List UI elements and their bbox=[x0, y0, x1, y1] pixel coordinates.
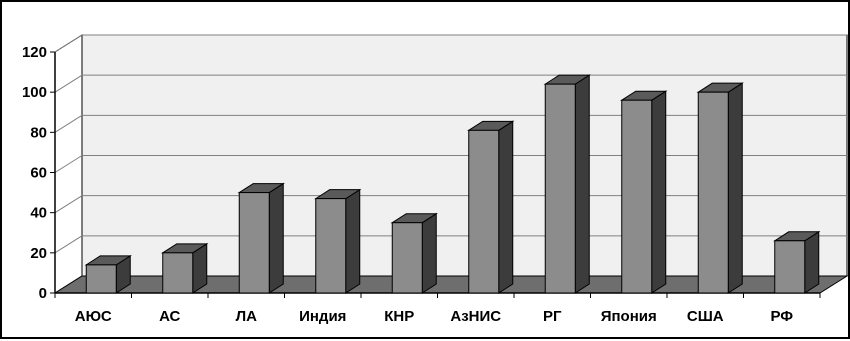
bars bbox=[84, 74, 821, 294]
bar bbox=[161, 242, 209, 294]
bar-front bbox=[315, 198, 347, 294]
bar-side bbox=[804, 230, 820, 294]
x-tick-label: ЛА bbox=[236, 308, 258, 325]
y-tick-label: 0 bbox=[39, 285, 47, 302]
gridline-side bbox=[54, 195, 83, 214]
bar-front bbox=[85, 264, 117, 294]
y-tick-label: 120 bbox=[22, 44, 47, 61]
bar-side bbox=[574, 74, 590, 294]
bar bbox=[543, 74, 591, 294]
x-tick-label: РФ bbox=[770, 308, 793, 325]
x-tick-labels: АЮС АС ЛА Индия КНР АзНИС РГ Япония США РФ bbox=[75, 308, 793, 325]
bar bbox=[84, 254, 132, 294]
gridline-side bbox=[54, 235, 83, 254]
bar-side bbox=[268, 182, 284, 294]
bar-side bbox=[421, 212, 437, 294]
bar-front bbox=[697, 91, 729, 294]
x-tick-label: РГ bbox=[543, 308, 562, 325]
y-tick-label: 80 bbox=[30, 124, 47, 141]
gridline-side bbox=[54, 114, 83, 133]
bar-front bbox=[391, 222, 423, 294]
y-tick-label: 100 bbox=[22, 84, 47, 101]
bar bbox=[467, 120, 515, 294]
bar-front bbox=[468, 129, 500, 294]
bar bbox=[773, 230, 821, 294]
gridline-side bbox=[54, 34, 83, 53]
y-tick-labels: 0 20 40 60 80 100 120 bbox=[22, 44, 47, 302]
bar-side bbox=[345, 188, 361, 294]
bar-side bbox=[727, 82, 743, 294]
x-tick-label: АС bbox=[159, 308, 180, 325]
x-tick-label: АЮС bbox=[75, 308, 112, 325]
bar-front bbox=[162, 252, 194, 294]
x-tick-label: США bbox=[687, 308, 724, 325]
bar-front bbox=[238, 192, 270, 294]
y-tick-label: 60 bbox=[30, 165, 47, 182]
bar bbox=[620, 90, 668, 294]
bar-side bbox=[498, 120, 514, 294]
gridline-side bbox=[54, 155, 83, 173]
x-tick-label: АзНИС bbox=[450, 308, 501, 325]
bar-front bbox=[621, 99, 653, 294]
x-tick-label: Индия bbox=[299, 308, 346, 325]
bar-front bbox=[774, 240, 806, 294]
bar-front bbox=[544, 83, 576, 294]
y-tick-label: 20 bbox=[30, 245, 47, 262]
y-tick-label: 40 bbox=[30, 205, 47, 222]
bar bbox=[237, 182, 285, 294]
gridline-side bbox=[54, 74, 83, 93]
bar bbox=[696, 82, 744, 294]
x-tick-label: Япония bbox=[601, 308, 657, 325]
bar bbox=[390, 212, 438, 294]
x-tick-label: КНР bbox=[384, 308, 414, 325]
bar bbox=[314, 188, 362, 294]
bar-side bbox=[651, 90, 667, 294]
